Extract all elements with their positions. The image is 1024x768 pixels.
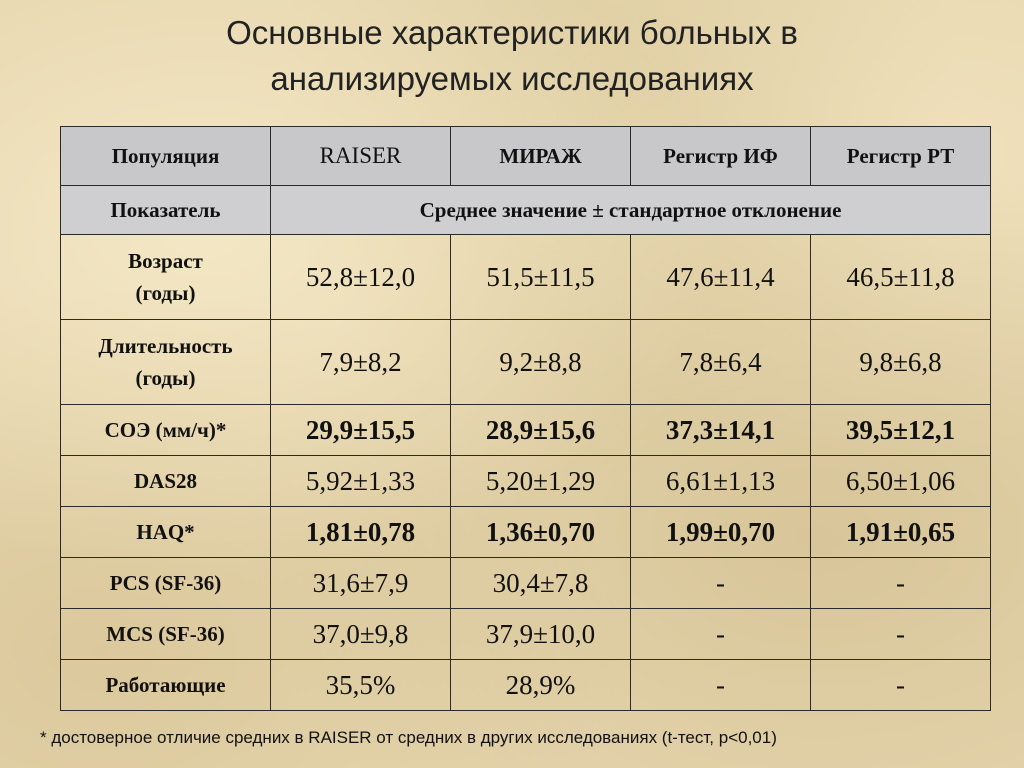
slide-title-line-1: Основные характеристики больных в: [0, 10, 1024, 56]
table-cell: 7,9±8,2: [271, 320, 451, 405]
table-cell: 9,2±8,8: [451, 320, 631, 405]
row-label-line: Возраст: [65, 245, 266, 277]
table-cell: 1,91±0,65: [811, 507, 991, 558]
header-mirazh: МИРАЖ: [451, 127, 631, 186]
row-label-line: (годы): [65, 362, 266, 394]
row-label-duration: Длительность (годы): [61, 320, 271, 405]
table-cell: 39,5±12,1: [811, 405, 991, 456]
table-cell: 5,20±1,29: [451, 456, 631, 507]
table-cell: -: [811, 609, 991, 660]
table-row-das28: DAS28 5,92±1,33 5,20±1,29 6,61±1,13 6,50…: [61, 456, 991, 507]
header-row: Популяция RAISER МИРАЖ Регистр ИФ Регист…: [61, 127, 991, 186]
table-cell: -: [811, 558, 991, 609]
row-label-pcs: PCS (SF-36): [61, 558, 271, 609]
row-label-age: Возраст (годы): [61, 235, 271, 320]
table-cell: 37,3±14,1: [631, 405, 811, 456]
table-cell: 37,0±9,8: [271, 609, 451, 660]
subheader-indicator: Показатель: [61, 186, 271, 235]
header-raiser: RAISER: [271, 127, 451, 186]
row-label-line: Длительность: [65, 330, 266, 362]
table-row-mcs: MCS (SF-36) 37,0±9,8 37,9±10,0 - -: [61, 609, 991, 660]
table-cell: 51,5±11,5: [451, 235, 631, 320]
table-cell: 9,8±6,8: [811, 320, 991, 405]
slide-title-line-2: анализируемых исследованиях: [0, 56, 1024, 102]
header-registry-if: Регистр ИФ: [631, 127, 811, 186]
table-cell: 28,9±15,6: [451, 405, 631, 456]
row-label-das28: DAS28: [61, 456, 271, 507]
table-cell: 47,6±11,4: [631, 235, 811, 320]
table-cell: 37,9±10,0: [451, 609, 631, 660]
slide-title: Основные характеристики больных в анализ…: [0, 10, 1024, 102]
table-cell: 28,9%: [451, 660, 631, 711]
table-cell: 1,99±0,70: [631, 507, 811, 558]
table-cell: 7,8±6,4: [631, 320, 811, 405]
subheader-row: Показатель Среднее значение ± стандартно…: [61, 186, 991, 235]
table-cell: -: [631, 558, 811, 609]
row-label-line: (годы): [65, 277, 266, 309]
table-cell: 30,4±7,8: [451, 558, 631, 609]
table-row-age: Возраст (годы) 52,8±12,0 51,5±11,5 47,6±…: [61, 235, 991, 320]
table-cell: 6,61±1,13: [631, 456, 811, 507]
table-row-esr: СОЭ (мм/ч)* 29,9±15,5 28,9±15,6 37,3±14,…: [61, 405, 991, 456]
table-cell: 31,6±7,9: [271, 558, 451, 609]
table-row-pcs: PCS (SF-36) 31,6±7,9 30,4±7,8 - -: [61, 558, 991, 609]
table-cell: 46,5±11,8: [811, 235, 991, 320]
table-cell: -: [631, 660, 811, 711]
table-row-duration: Длительность (годы) 7,9±8,2 9,2±8,8 7,8±…: [61, 320, 991, 405]
header-registry-rt: Регистр РТ: [811, 127, 991, 186]
table-cell: 29,9±15,5: [271, 405, 451, 456]
table-cell: 1,81±0,78: [271, 507, 451, 558]
table-cell: 1,36±0,70: [451, 507, 631, 558]
table-cell: -: [631, 609, 811, 660]
row-label-esr: СОЭ (мм/ч)*: [61, 405, 271, 456]
subheader-mean-sd: Среднее значение ± стандартное отклонени…: [271, 186, 991, 235]
row-label-mcs: MCS (SF-36): [61, 609, 271, 660]
table-cell: -: [811, 660, 991, 711]
table-cell: 52,8±12,0: [271, 235, 451, 320]
table-cell: 35,5%: [271, 660, 451, 711]
characteristics-table: Популяция RAISER МИРАЖ Регистр ИФ Регист…: [60, 126, 991, 711]
table-cell: 5,92±1,33: [271, 456, 451, 507]
footnote: * достоверное отличие средних в RAISER о…: [40, 728, 777, 748]
table-row-employed: Работающие 35,5% 28,9% - -: [61, 660, 991, 711]
header-population: Популяция: [61, 127, 271, 186]
table-cell: 6,50±1,06: [811, 456, 991, 507]
row-label-employed: Работающие: [61, 660, 271, 711]
table-row-haq: HAQ* 1,81±0,78 1,36±0,70 1,99±0,70 1,91±…: [61, 507, 991, 558]
row-label-haq: HAQ*: [61, 507, 271, 558]
